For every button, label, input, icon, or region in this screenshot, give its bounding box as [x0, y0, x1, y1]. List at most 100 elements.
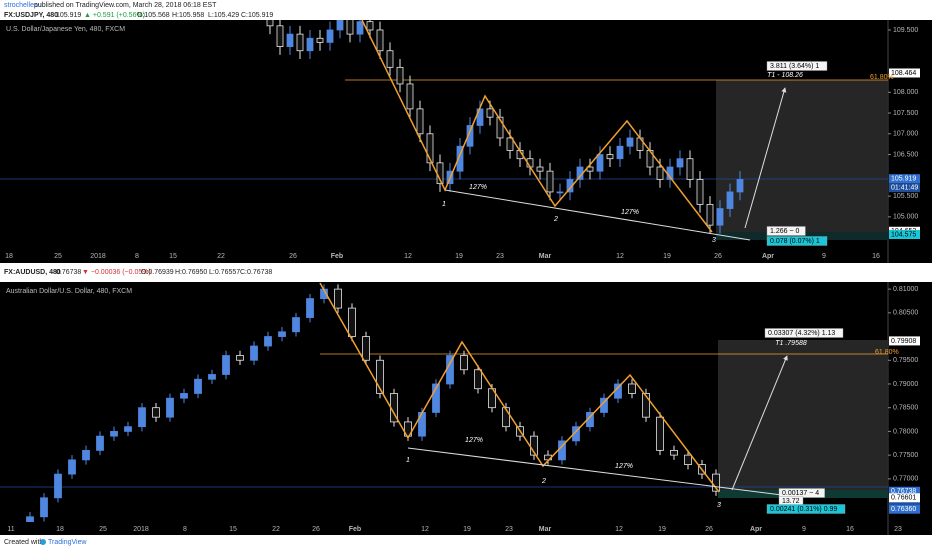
author[interactable]: strochelleau	[4, 2, 42, 9]
candle-body	[686, 158, 694, 180]
y-tick-label: 106.500	[893, 151, 918, 158]
price-tag-label: 0.76601	[891, 495, 916, 502]
x-tick-label: 26	[312, 526, 320, 533]
x-tick-label: Feb	[331, 253, 343, 260]
ratio-label: 127%	[465, 437, 483, 444]
quote-close: C:105.919	[241, 12, 273, 19]
x-tick-label: 19	[455, 253, 463, 260]
quote-change: ▼ −0.00036 (−0.05%)	[82, 269, 151, 276]
candle-body	[336, 20, 344, 31]
measure-label: 0.03307 (4.32%) 1.13	[768, 330, 835, 337]
candle-body	[326, 29, 334, 43]
footer-brand[interactable]: TradingView	[48, 539, 87, 546]
candle-body	[362, 336, 370, 361]
candle-body	[506, 137, 514, 151]
quote-open: O:0.76939	[141, 269, 174, 276]
candle-body	[396, 66, 404, 85]
y-tick-label: 108.000	[893, 89, 918, 96]
x-tick-label: 23	[505, 526, 513, 533]
candle-body	[376, 29, 384, 52]
candle-body	[572, 426, 580, 442]
candle-body	[706, 203, 714, 226]
y-tick-label: 0.80500	[893, 310, 918, 317]
x-tick-label: 8	[183, 526, 187, 533]
candle-body	[264, 336, 272, 347]
wave-label: 3	[712, 237, 716, 244]
candle-body	[426, 133, 434, 164]
candle-body	[546, 170, 554, 193]
candle-body	[596, 154, 604, 172]
measure-label: 3.811 (3.64%) 1	[770, 63, 819, 70]
candle-body	[642, 393, 650, 418]
x-tick-label: 12	[616, 253, 624, 260]
candle-body	[696, 179, 704, 205]
quote-symbol: FX:AUDUSD, 480	[4, 269, 61, 276]
x-tick-label: 19	[463, 526, 471, 533]
candle-body	[124, 426, 132, 432]
candle-body	[670, 449, 678, 456]
wave-label: 2	[553, 216, 558, 223]
candle-body	[474, 369, 482, 390]
candle-body	[292, 317, 300, 333]
candle-body	[306, 37, 314, 52]
x-tick-label: 16	[846, 526, 854, 533]
price-tag-label: 108.464	[891, 70, 916, 77]
candle-body	[656, 166, 664, 180]
candle-body	[276, 25, 284, 47]
wave-label: 3	[717, 502, 721, 509]
wave-pattern	[361, 19, 713, 233]
candle-body	[180, 393, 188, 399]
ratio-label: 127%	[621, 209, 639, 216]
x-tick-label: 8	[135, 253, 139, 260]
x-tick-label: 12	[421, 526, 429, 533]
x-tick-label: 12	[615, 526, 623, 533]
candle-body	[628, 383, 636, 394]
x-tick-label: 19	[663, 253, 671, 260]
countdown: 01:41:49	[891, 185, 918, 192]
y-tick-label: 0.79000	[893, 381, 918, 388]
measure-box	[766, 236, 828, 246]
candle-body	[606, 154, 614, 160]
wave-label: 1	[406, 457, 410, 464]
x-tick-label: 11	[7, 526, 14, 533]
x-tick-label: 22	[272, 526, 280, 533]
candle-body	[82, 449, 90, 461]
measure-box	[764, 328, 844, 338]
target-label: T1 - 108.26	[767, 72, 803, 79]
candle-body	[296, 33, 304, 52]
x-tick-label: Apr	[762, 253, 774, 260]
candle-body	[68, 459, 76, 475]
candle-body	[716, 208, 724, 226]
candle-body	[346, 20, 354, 35]
y-tick-label: 105.500	[893, 193, 918, 200]
countdown-bg	[889, 183, 920, 193]
price-tag-label: 104.575	[891, 231, 916, 238]
x-tick-label: 25	[54, 253, 62, 260]
price-tag	[889, 493, 920, 503]
measure-box	[766, 504, 846, 514]
wave-label: 1	[442, 201, 446, 208]
quote-symbol: FX:USDJPY, 480	[4, 12, 58, 19]
price-tag	[889, 504, 920, 514]
x-tick-label: Feb	[349, 526, 361, 533]
x-tick-label: 2018	[133, 526, 149, 533]
candle-body	[684, 454, 692, 466]
candle-body	[166, 397, 174, 418]
candle-body	[466, 125, 474, 147]
candle-body	[736, 179, 744, 193]
candle-body	[460, 355, 468, 371]
y-tick-label: 105.000	[893, 214, 918, 221]
candle-body	[54, 473, 62, 499]
x-tick-label: 22	[217, 253, 225, 260]
wave-pattern	[319, 282, 720, 493]
candle-body	[386, 50, 394, 68]
candle-body	[376, 359, 384, 394]
candle-body	[502, 407, 510, 428]
trend-line	[407, 447, 791, 497]
x-tick-label: 26	[714, 253, 722, 260]
quote-close: C:0.76738	[240, 269, 272, 276]
measure-label: 1.266 ~ 0	[770, 228, 799, 235]
quote-low: L:105.429	[208, 12, 239, 19]
quote-high: H:105.958	[172, 12, 204, 19]
candle-body	[404, 421, 412, 437]
